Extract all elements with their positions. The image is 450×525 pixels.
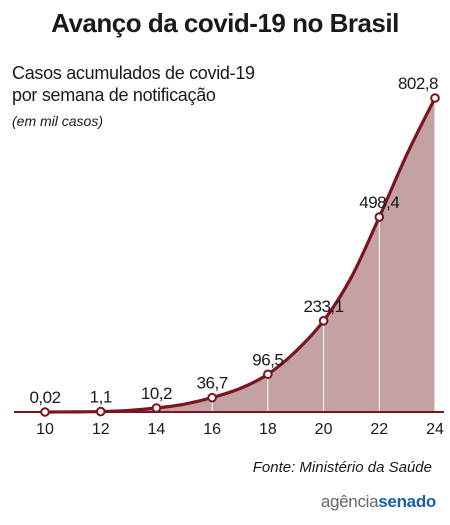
data-label-22: 498,4 [359,193,399,212]
x-tick-label-24: 24 [426,421,444,438]
data-point-24 [430,93,440,103]
data-point-18 [263,369,273,380]
subtitle-line-1: Casos acumulados de covid-19 [12,63,255,83]
x-tick-label-16: 16 [203,421,221,438]
source-note: Fonte: Ministério da Saúde [252,459,432,476]
x-tick-label-10: 10 [36,421,54,438]
data-label-14: 10,2 [141,384,172,403]
chart-title: Avanço da covid-19 no Brasil [51,8,399,38]
subtitle-line-2: por semana de notificação [12,85,216,105]
data-label-12: 1,1 [90,388,112,407]
data-label-24: 802,8 [398,74,438,93]
x-tick-label-22: 22 [370,421,388,438]
agencia-senado-logo: agênciasenado [321,492,436,512]
x-tick-label-20: 20 [315,421,333,438]
data-point-16 [207,392,217,403]
logo-part-agencia: agência [320,492,379,511]
x-tick-label-12: 12 [92,421,110,438]
data-label-20: 233,1 [304,297,344,316]
x-tick-label-14: 14 [148,421,166,438]
data-point-14 [151,403,162,413]
area-fill [45,98,435,412]
chart-subtitle: Casos acumulados de covid-19 por semana … [12,62,255,106]
data-label-16: 36,7 [197,374,228,393]
data-point-20 [318,316,329,326]
logo-part-senado: senado [378,492,436,511]
data-point-10 [40,407,50,417]
data-point-12 [95,406,106,417]
x-tick-label-18: 18 [259,421,277,438]
unit-note: (em mil casos) [12,113,104,129]
data-point-22 [374,212,385,222]
data-label-10: 0,02 [29,388,60,407]
data-label-18: 96,5 [252,350,283,369]
